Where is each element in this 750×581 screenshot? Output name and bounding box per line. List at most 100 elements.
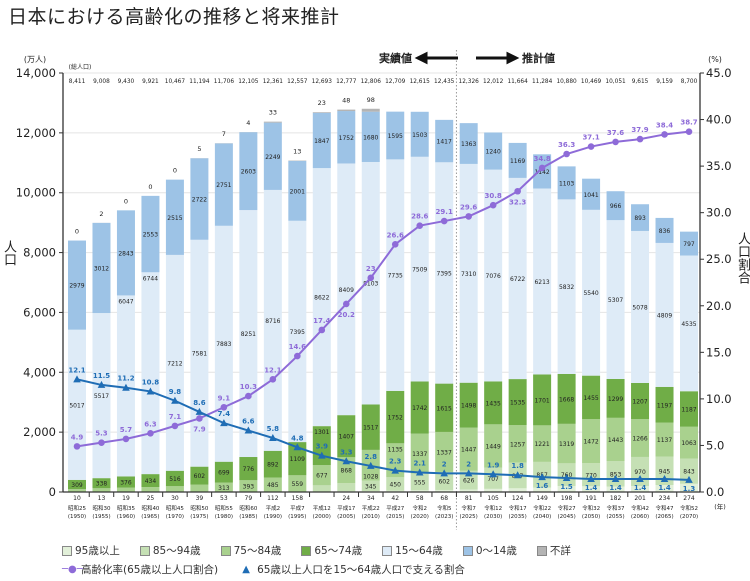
- aging-rate-point: [538, 164, 546, 172]
- x-axis-year-label: (2023): [435, 514, 453, 520]
- legend-swatch: [382, 545, 393, 556]
- bar-segment: [410, 490, 429, 492]
- aging-rate-label: 29.1: [436, 208, 453, 216]
- bar-segment: [484, 424, 503, 468]
- unknown-value-label: 0: [124, 197, 128, 205]
- bar-segment: [606, 191, 625, 221]
- support-ratio-point: [685, 475, 693, 483]
- bar-segment-label: 677: [316, 473, 328, 480]
- x-axis-year-label: (1950): [68, 514, 86, 520]
- right-axis-tick-label: 25.0: [706, 252, 732, 266]
- support-ratio-label: 1.8: [511, 462, 524, 470]
- aging-rate-label: 12.1: [264, 366, 281, 374]
- unknown-value-label: 13: [293, 147, 301, 155]
- bar-segment-label: 6213: [534, 279, 549, 286]
- x-axis-unit: (年): [714, 502, 726, 511]
- unknown-value-label: 0: [173, 167, 177, 175]
- x-axis-era-label: 令和22: [533, 504, 551, 512]
- bar-segment: [116, 210, 135, 296]
- age95plus-value-label: 13: [98, 495, 106, 502]
- aging-rate-point: [220, 403, 228, 411]
- x-axis-era-label: 昭和40: [141, 504, 159, 512]
- bar-segment: [655, 242, 674, 387]
- right-axis-unit: (%): [708, 55, 722, 64]
- bar-segment: [582, 419, 601, 464]
- bar-segment: [606, 417, 625, 462]
- aging-rate-label: 37.1: [582, 134, 599, 142]
- x-axis-year-label: (2030): [484, 514, 502, 520]
- bar-segment: [680, 426, 698, 459]
- x-axis-era-label: 平成12: [313, 504, 331, 512]
- bar-segment: [410, 433, 429, 474]
- bar-segment: [410, 156, 429, 382]
- age95plus-value-label: 105: [487, 495, 499, 502]
- bar-segment: [116, 487, 135, 492]
- bar-segment-label: 1449: [486, 444, 501, 451]
- x-axis-year-label: (2020): [411, 514, 429, 520]
- age95plus-value-label: 24: [342, 495, 350, 502]
- bar-segment-label: 559: [292, 481, 304, 488]
- bar-segment: [337, 109, 356, 112]
- support-ratio-label: 3.9: [316, 443, 329, 451]
- bar-segment: [508, 142, 527, 178]
- total-population-label: 9,921: [142, 79, 159, 85]
- bar-segment-label: 1363: [461, 141, 476, 148]
- left-axis-tick-label: 12,000: [16, 126, 56, 140]
- bar-segment-label: 853: [610, 471, 622, 478]
- legend-swatch: [536, 545, 547, 556]
- legend-row-bars: 95歳以上 85～94歳 75～84歳 65～74歳 15～64歳 0～14歳 不詳: [62, 541, 591, 560]
- aging-rate-label: 5.3: [95, 430, 108, 438]
- support-ratio-point: [97, 380, 106, 388]
- total-population-label: 10,880: [556, 79, 577, 85]
- total-population-label: 10,469: [581, 79, 602, 85]
- bar-segment: [435, 431, 454, 472]
- bar-segment-label: 309: [71, 482, 83, 489]
- legend-label: 不詳: [549, 545, 571, 557]
- x-axis-year-label: (1975): [190, 514, 208, 520]
- age95plus-value-label: 182: [610, 495, 622, 502]
- bar-segment-label: 1847: [314, 138, 329, 145]
- bar-segment-label: 7076: [486, 273, 501, 280]
- support-ratio-point: [366, 461, 375, 469]
- aging-rate-point: [612, 138, 619, 146]
- age95plus-value-label: 53: [220, 495, 228, 502]
- total-population-label: 12,777: [336, 79, 357, 85]
- bar-segment: [459, 163, 478, 383]
- unknown-value-label: 5: [197, 145, 201, 153]
- bar-segment-label: 2603: [241, 169, 256, 176]
- age95plus-value-label: 10: [73, 495, 81, 502]
- x-axis-era-label: 平成22: [362, 504, 380, 512]
- bar-segment: [582, 209, 601, 376]
- aging-rate-point: [416, 222, 424, 230]
- bar-segment: [361, 111, 380, 162]
- right-axis-tick-label: 5.0: [706, 438, 724, 452]
- bar-segment-label: 7883: [216, 341, 231, 348]
- support-ratio-point: [660, 474, 669, 482]
- age95plus-value-label: 34: [367, 495, 375, 502]
- bar-segment-label: 1063: [681, 440, 696, 447]
- left-axis-tick-label: 10,000: [16, 186, 56, 200]
- age95plus-value-label: 68: [440, 495, 448, 502]
- legend-swatch: [139, 545, 150, 556]
- right-axis-tick-label: 0.0: [706, 485, 724, 499]
- bar-segment: [214, 143, 233, 226]
- aging-rate-point: [489, 201, 497, 209]
- bar-segment: [484, 169, 503, 382]
- total-population-label: 12,557: [287, 79, 308, 85]
- x-axis-year-label: (2070): [680, 514, 698, 520]
- legend-label: 65歳以上人口を15～64歳人口で支える割合: [257, 564, 465, 576]
- bar-segment: [459, 382, 478, 428]
- support-ratio-label: 8.6: [193, 399, 206, 407]
- support-ratio-label: 2.1: [414, 459, 427, 467]
- total-population-label: 8,411: [69, 79, 86, 85]
- bar-segment-label: 4535: [681, 321, 696, 328]
- x-axis-year-label: (1970): [166, 514, 184, 520]
- bar-segment: [606, 378, 625, 418]
- bar-segment-label: 836: [659, 228, 671, 235]
- bar-segment: [92, 313, 111, 479]
- bar-segment-label: 2249: [265, 154, 280, 161]
- bar-segment-label: 776: [243, 466, 255, 473]
- bar-segment: [680, 391, 698, 427]
- bar-segment: [410, 473, 429, 491]
- bar-segment: [190, 466, 209, 485]
